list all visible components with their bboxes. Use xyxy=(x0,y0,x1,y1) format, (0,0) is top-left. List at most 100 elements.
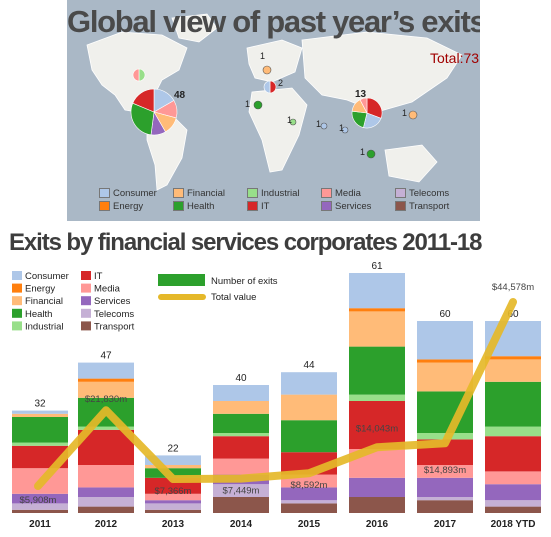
bar-segment xyxy=(349,346,405,395)
chart-legend-label: Energy xyxy=(25,284,55,295)
map-marker-label: 1 xyxy=(402,108,407,118)
legend-label: Consumer xyxy=(113,188,157,199)
bar-segment xyxy=(213,497,269,513)
map-marker-label: 1 xyxy=(287,115,292,125)
bar-segment xyxy=(485,356,541,360)
bar-segment xyxy=(145,493,201,501)
map-legend-item: Industrial xyxy=(247,188,300,199)
bar-count-label: 32 xyxy=(34,399,46,410)
map-marker-label: 2 xyxy=(278,78,283,88)
map-marker-label: 1 xyxy=(245,99,250,109)
bar-segment xyxy=(213,433,269,437)
x-tick-label: 2015 xyxy=(298,519,321,530)
legend-number-of-exits-swatch xyxy=(158,274,205,286)
chart-legend-label: Industrial xyxy=(25,321,64,332)
bar-segment xyxy=(12,417,68,443)
bar-segment xyxy=(12,509,68,513)
bar-segment xyxy=(78,381,134,398)
chart-legend-swatch xyxy=(81,321,91,331)
bar-segment xyxy=(213,484,269,497)
bar-segment xyxy=(349,311,405,347)
bar-segment xyxy=(78,362,134,379)
map-legend-item: Media xyxy=(321,188,361,199)
bar-segment xyxy=(281,503,337,513)
map-marker xyxy=(262,65,272,75)
bar-segment xyxy=(78,378,134,382)
chart-legend-label: Consumer xyxy=(25,271,69,282)
bar-segment xyxy=(417,321,473,360)
legend-label: Telecoms xyxy=(409,188,450,199)
world-map: 48 1 2 1 1 1 13 1 1 1 xyxy=(86,13,463,191)
map-marker xyxy=(408,110,418,120)
bar-segment xyxy=(12,442,68,446)
legend-label: Services xyxy=(335,201,372,212)
map-marker-label: 1 xyxy=(339,123,344,133)
bar-segment xyxy=(281,372,337,395)
map-pie-slice xyxy=(132,68,140,82)
map-legend-item: Telecoms xyxy=(395,188,449,199)
bar-segment xyxy=(78,506,134,513)
map-marker xyxy=(320,122,328,130)
bar-count-label: 61 xyxy=(371,261,383,272)
bar-segment xyxy=(485,471,541,485)
map-title: Global view of past year’s exits xyxy=(67,4,480,39)
map-marker xyxy=(366,149,376,159)
map-marker-label: 13 xyxy=(355,89,367,100)
legend-label: Media xyxy=(335,188,361,199)
legend-label: IT xyxy=(261,201,270,212)
bar-segment xyxy=(417,359,473,363)
total-value-label: $8,592m xyxy=(291,480,328,491)
bar-count-label: 60 xyxy=(507,309,519,320)
chart-legend-label: Telecoms xyxy=(94,309,134,320)
bar-segment xyxy=(145,503,201,510)
chart-legend-swatch xyxy=(81,283,91,293)
bar-segment xyxy=(213,401,269,414)
x-tick-label: 2018 YTD xyxy=(491,519,536,530)
bar-segment xyxy=(417,362,473,392)
bar-segment xyxy=(78,465,134,488)
total-value-line xyxy=(34,298,517,490)
greenland-shape xyxy=(171,13,218,43)
bar-segment xyxy=(417,465,473,478)
legend-swatch xyxy=(395,201,406,212)
bar-segment xyxy=(485,500,541,507)
map-legend: Consumer Financial Industrial Media Telecoms… xyxy=(99,188,469,216)
bar-segment xyxy=(417,497,473,501)
bar-segment xyxy=(281,420,337,453)
legend-label: Health xyxy=(187,201,215,212)
map-legend-item: Transport xyxy=(395,201,449,212)
map-total: Total:73 xyxy=(430,50,480,66)
bar-segment xyxy=(281,394,337,421)
bar-segment xyxy=(349,477,405,497)
bar-segment xyxy=(349,273,405,309)
map-pie-slice xyxy=(132,88,155,113)
bar-segment xyxy=(485,436,541,472)
x-tick-label: 2011 xyxy=(29,519,51,530)
bar-segment xyxy=(485,506,541,513)
bar-count-label: 60 xyxy=(439,309,451,320)
bar-segment xyxy=(485,359,541,382)
legend-swatch xyxy=(321,188,332,199)
chart-legend-swatch xyxy=(81,271,91,280)
map-legend-item: Energy xyxy=(99,201,143,212)
legend-label: Energy xyxy=(113,201,144,212)
bar-segment xyxy=(145,509,201,513)
bar-segment xyxy=(349,401,405,449)
chart-legend-label: Health xyxy=(25,309,52,320)
bar-segment xyxy=(213,385,269,401)
map-marker-label: 1 xyxy=(260,51,265,61)
chart-legend-label: Media xyxy=(94,284,121,295)
map-legend-item: IT xyxy=(247,201,269,212)
bar-segment xyxy=(12,413,68,417)
chart-legend-swatch xyxy=(12,283,22,293)
bar-segment xyxy=(145,455,201,465)
bar-segment xyxy=(213,458,269,475)
legend-swatch xyxy=(247,201,258,212)
x-tick-label: 2013 xyxy=(162,519,185,530)
total-value-label: $14,043m xyxy=(356,423,398,434)
bar-segment xyxy=(145,465,201,469)
x-tick-label: 2017 xyxy=(434,519,457,530)
bar-segment xyxy=(349,497,405,513)
map-marker xyxy=(253,100,263,110)
legend-total-value-label: Total value xyxy=(211,292,256,303)
